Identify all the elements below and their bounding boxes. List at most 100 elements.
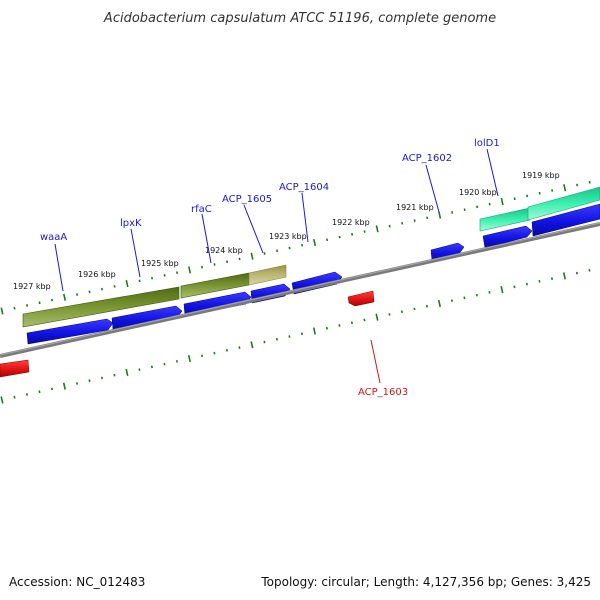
outer-ring-minor-tick (388, 224, 391, 228)
kbp-label-1923: 1923 kbp (269, 232, 307, 241)
leader-rfaC (201, 213, 212, 264)
gene-lolD1[interactable] (482, 225, 533, 249)
inner-ring-major-tick (187, 355, 191, 363)
inner-ring-minor-tick (163, 362, 166, 366)
gene-ACP_1603[interactable] (347, 290, 375, 307)
outer-ring-minor-tick (38, 301, 41, 305)
inner-ring-minor-tick (175, 360, 178, 363)
outer-ring-minor-tick (326, 238, 329, 242)
outer-ring-minor-tick (476, 205, 479, 209)
leader-lpxK (130, 228, 141, 278)
inner-ring-minor-tick (413, 307, 416, 311)
outer-ring-minor-tick (26, 304, 29, 307)
gene-label-ACP_1602: ACP_1602 (402, 153, 452, 164)
outer-ring-minor-tick (263, 252, 266, 255)
gene-label-rfaC: rfaC (191, 204, 212, 215)
gene-label-waaA: waaA (40, 232, 67, 243)
topology-summary: Topology: circular; Length: 4,127,356 bp… (260, 575, 591, 589)
reverse-genes (0, 290, 375, 378)
inner-ring-major-tick (250, 341, 254, 349)
inner-ring-minor-tick (388, 313, 391, 316)
kbp-label-1922: 1922 kbp (332, 218, 370, 227)
gene-reverse-prev[interactable] (0, 359, 30, 378)
gene-waaA[interactable] (26, 318, 114, 345)
inner-ring-minor-tick (488, 291, 491, 294)
kbp-label-1919: 1919 kbp (522, 171, 560, 180)
outer-ring-minor-tick (401, 222, 404, 225)
outer-ring-minor-tick (513, 197, 516, 201)
outer-ring-minor-tick (526, 194, 529, 198)
outer-ring-minor-tick (288, 246, 291, 250)
inner-ring-minor-tick (363, 318, 366, 322)
inner-ring-minor-tick (263, 340, 266, 344)
leader-ACP_1604 (301, 192, 309, 243)
inner-ring-major-tick (562, 272, 566, 280)
inner-ring-minor-tick (75, 382, 79, 385)
outer-ring-minor-tick (426, 216, 429, 220)
outer-ring-minor-tick (51, 298, 54, 302)
inner-ring-minor-tick (225, 349, 228, 352)
kbp-label-1920: 1920 kbp (459, 188, 497, 197)
outer-ring-minor-tick (451, 211, 454, 214)
inner-ring-minor-tick (238, 346, 241, 349)
inner-ring-minor-tick (475, 293, 478, 297)
gene-label-lolD1: lolD1 (474, 138, 500, 149)
outer-ring-minor-tick (151, 276, 154, 280)
inner-ring-minor-tick (575, 271, 578, 275)
inner-ring-minor-tick (525, 282, 528, 286)
feature-bars (22, 186, 600, 328)
gene-label-ACP_1604: ACP_1604 (279, 182, 329, 193)
outer-ring-major-tick (438, 211, 442, 219)
feature-bar-olive-1[interactable] (22, 286, 180, 328)
genome-backbone (0, 222, 600, 358)
inner-ring-minor-tick (213, 351, 216, 355)
kbp-label-1925: 1925 kbp (141, 259, 179, 268)
leader-ACP_1603 (370, 339, 381, 384)
outer-ring-minor-tick (238, 257, 241, 261)
inner-ring-major-tick (312, 327, 316, 335)
inner-ring-minor-tick (513, 285, 516, 289)
kbp-labels: 1927 kbp 1926 kbp 1925 kbp 1924 kbp 1923… (13, 171, 560, 291)
outer-ring-major-tick (500, 197, 504, 206)
inner-ring-minor-tick (550, 277, 553, 280)
forward-genes (26, 203, 600, 345)
outer-ring-minor-tick (113, 285, 116, 288)
feature-bar-teal-2[interactable] (527, 186, 600, 221)
kbp-label-1921: 1921 kbp (396, 203, 434, 212)
gene-forward-next[interactable] (531, 203, 600, 237)
inner-ring-major-tick (375, 313, 379, 321)
inner-ring-minor-tick (150, 365, 153, 369)
outer-ring-minor-tick (101, 287, 104, 291)
outer-ring-minor-tick (338, 235, 341, 239)
label-leaders (54, 148, 499, 384)
inner-ring-minor-tick (200, 354, 203, 358)
outer-ring-major-tick (563, 184, 567, 192)
feature-bar-teal-1[interactable] (479, 207, 531, 232)
inner-ring-minor-tick (588, 269, 591, 272)
map-title: Acidobacterium capsulatum ATCC 51196, co… (103, 11, 496, 26)
outer-ring-minor-tick (226, 260, 229, 264)
inner-ring-minor-tick (113, 373, 116, 377)
outer-ring-minor-tick (538, 191, 541, 195)
outer-ring-minor-tick (88, 290, 91, 294)
inner-ring-minor-tick (425, 304, 428, 308)
inner-ring-minor-tick (38, 390, 41, 394)
inner-ring-major-tick (125, 368, 129, 376)
feature-bar-khaki[interactable] (248, 264, 287, 286)
outer-ring-minor-tick (301, 243, 304, 247)
outer-ring-minor-tick (576, 183, 579, 187)
outer-ring-major-tick (313, 238, 317, 247)
kbp-label-1927: 1927 kbp (13, 282, 51, 291)
outer-ring-minor-tick (176, 271, 179, 274)
leader-ACP_1605 (243, 204, 264, 254)
gene-label-ACP_1605: ACP_1605 (222, 194, 272, 205)
inner-ring-minor-tick (275, 337, 278, 341)
outer-tick-ring (0, 180, 591, 315)
outer-ring-minor-tick (276, 249, 279, 253)
outer-ring-minor-tick (488, 202, 491, 206)
inner-ring-minor-tick (325, 326, 328, 330)
inner-ring-minor-tick (463, 296, 466, 300)
outer-ring-major-tick (188, 266, 192, 274)
outer-ring-minor-tick (201, 265, 204, 269)
